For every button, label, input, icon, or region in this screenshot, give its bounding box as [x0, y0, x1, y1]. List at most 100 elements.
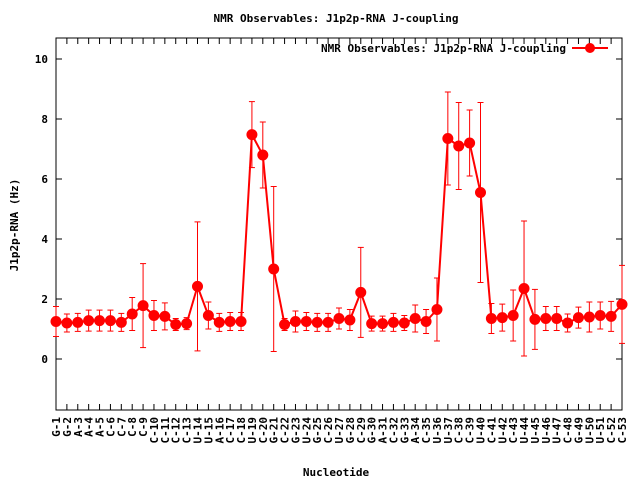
data-point — [289, 316, 301, 327]
x-tick-label: C-35 — [420, 417, 433, 444]
x-tick-label: G-23 — [289, 417, 302, 444]
y-tick-label: 8 — [41, 113, 48, 126]
data-point — [202, 310, 214, 321]
data-point — [148, 310, 160, 321]
data-point — [409, 313, 421, 324]
data-point — [398, 317, 410, 329]
x-tick-label: C-39 — [464, 417, 477, 444]
plot-frame — [55, 37, 623, 411]
x-tick-label: G-2 — [61, 417, 74, 437]
data-point — [279, 319, 291, 330]
x-tick-label: G-49 — [572, 417, 585, 444]
data-point — [246, 129, 258, 141]
data-point — [551, 313, 563, 324]
x-tick-label: U-36 — [431, 417, 444, 444]
x-tick-label: C-20 — [257, 417, 270, 444]
data-point — [387, 316, 399, 328]
x-tick-label: C-53 — [616, 417, 629, 444]
data-point — [496, 312, 508, 324]
data-point — [104, 315, 116, 327]
data-point — [235, 316, 247, 327]
x-tick-label: C-22 — [279, 417, 292, 444]
data-point — [137, 300, 149, 312]
x-tick-label: C-10 — [148, 417, 161, 444]
data-point — [507, 310, 519, 321]
data-point — [377, 318, 389, 330]
data-point — [420, 316, 432, 327]
x-tick-label: U-40 — [475, 417, 488, 444]
data-point — [159, 310, 171, 322]
data-point — [115, 316, 127, 328]
x-tick-label: C-6 — [104, 417, 117, 437]
data-point — [257, 149, 269, 161]
y-tick-label: 10 — [35, 53, 48, 66]
x-tick-label: A-34 — [409, 417, 422, 444]
data-point — [300, 316, 312, 327]
data-point — [485, 313, 497, 324]
x-tick-label: U-19 — [246, 417, 259, 444]
x-tick-label: C-8 — [126, 417, 139, 437]
x-tick-label: U-45 — [529, 417, 542, 444]
x-tick-label: A-31 — [377, 417, 390, 444]
x-tick-label: C-38 — [453, 417, 466, 444]
legend-marker — [585, 43, 595, 53]
x-tick-label: A-4 — [83, 417, 96, 437]
x-tick-label: U-42 — [496, 417, 509, 444]
data-point — [83, 315, 95, 327]
data-point — [529, 313, 541, 325]
plot-border — [55, 37, 623, 411]
data-point — [562, 317, 574, 329]
x-tick-label: C-29 — [355, 417, 368, 444]
data-point — [50, 316, 62, 327]
x-tick-label: G-21 — [268, 417, 281, 444]
data-point — [61, 317, 73, 329]
data-point — [475, 187, 486, 198]
y-tick-label: 4 — [41, 233, 48, 246]
x-axis: G-1G-2A-3A-4A-5C-6C-7C-8C-9C-10C-11C-12C… — [50, 38, 629, 444]
data-point — [268, 263, 280, 275]
data-point — [583, 311, 595, 323]
data-point — [453, 140, 465, 152]
x-tick-label: U-50 — [583, 417, 596, 444]
data-point — [616, 298, 628, 310]
x-tick-label: G-30 — [366, 417, 379, 444]
x-tick-label: C-17 — [224, 417, 237, 444]
data-point — [464, 137, 476, 149]
x-tick-label: C-13 — [181, 417, 194, 444]
x-tick-label: A-3 — [72, 417, 85, 437]
x-tick-label: A-16 — [213, 417, 226, 444]
x-tick-label: C-41 — [485, 417, 498, 444]
data-point — [224, 316, 236, 327]
data-point — [192, 280, 203, 292]
x-tick-label: C-12 — [170, 417, 183, 444]
x-tick-label: U-15 — [202, 417, 215, 444]
chart-title: NMR Observables: J1p2p-RNA J-coupling — [213, 12, 458, 25]
x-tick-label: G-28 — [344, 417, 357, 444]
data-point — [366, 318, 378, 330]
data-point — [126, 308, 138, 320]
data-point — [605, 310, 617, 322]
x-tick-label: C-52 — [605, 417, 618, 444]
x-tick-label: U-51 — [594, 417, 607, 444]
x-tick-label: A-5 — [94, 417, 107, 437]
x-tick-label: C-11 — [159, 417, 172, 444]
x-tick-label: U-27 — [333, 417, 346, 444]
x-tick-label: G-1 — [50, 417, 63, 437]
data-point — [311, 316, 323, 328]
y-tick-label: 6 — [41, 173, 48, 186]
x-tick-label: U-44 — [518, 417, 531, 444]
x-tick-label: C-9 — [137, 417, 150, 437]
x-tick-label: U-46 — [540, 417, 553, 444]
x-tick-label: U-37 — [442, 417, 455, 444]
data-point — [355, 286, 367, 298]
data-point — [170, 319, 182, 330]
x-tick-label: G-33 — [398, 417, 411, 444]
series-layer — [50, 91, 628, 357]
x-tick-label: G-25 — [311, 417, 324, 444]
data-point — [72, 316, 84, 328]
x-tick-label: U-14 — [192, 417, 205, 444]
data-point — [344, 314, 356, 326]
data-point — [322, 316, 334, 328]
data-point — [540, 313, 552, 324]
